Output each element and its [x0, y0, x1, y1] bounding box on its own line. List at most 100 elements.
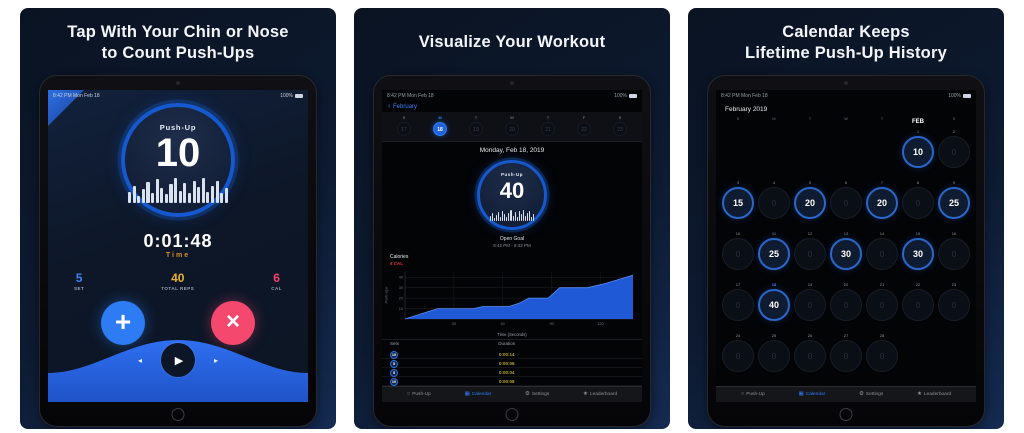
day-count-circle-23[interactable]: 0 [938, 289, 970, 321]
day-number: 16 [951, 231, 957, 236]
pushup-counter-circle[interactable]: Push-Up 10 [121, 103, 235, 217]
set-row[interactable]: 10 0:00:14 [382, 350, 642, 359]
set-reps-badge: 5 [390, 368, 398, 377]
day-number: 24 [735, 333, 741, 338]
day-count-circle-3[interactable]: 15 [722, 187, 754, 219]
tab-leaderboard[interactable]: ★ Leaderboard [583, 391, 617, 398]
day-count-circle-18[interactable]: 40 [758, 289, 790, 321]
back-link-february[interactable]: ‹ February [388, 103, 417, 110]
day-count-circle-5[interactable]: 20 [794, 187, 826, 219]
card-title: Visualize Your Workout [354, 20, 670, 66]
day-count-circle-1[interactable]: 10 [902, 136, 934, 168]
tab-push-up[interactable]: ○ Push-Up [740, 390, 765, 398]
equalizer-bar [520, 213, 522, 221]
day-number: 7 [880, 180, 884, 185]
week-day-22[interactable]: 22 [577, 122, 591, 136]
chevron-left-icon[interactable]: ◂ [138, 356, 143, 365]
week-day-23[interactable]: 23 [613, 122, 627, 136]
card-title: Tap With Your Chin or Nose to Count Push… [20, 20, 336, 66]
day-number: 25 [771, 333, 777, 338]
stat-value: 5 [75, 271, 83, 285]
day-number: 19 [807, 282, 813, 287]
set-row[interactable]: 5 0:00:06 [382, 359, 642, 368]
week-day-21[interactable]: 21 [541, 122, 555, 136]
day-count-circle-26[interactable]: 0 [794, 340, 826, 372]
stop-button[interactable]: × [211, 301, 255, 345]
ipad-device: 8:42 PM Mon Feb 18 100% ‹ February S M T W T… [373, 75, 651, 427]
equalizer-bar [502, 210, 504, 221]
equalizer-bar [155, 179, 159, 203]
equalizer-visualization [128, 178, 228, 203]
day-count-circle-8[interactable]: 0 [902, 187, 934, 219]
day-count: 20 [804, 198, 815, 208]
week-day-cell: 22 [566, 121, 602, 136]
pushup-circle-icon: ○ [740, 390, 745, 397]
set-reps-badge: 10 [390, 350, 398, 359]
calendar-cell: 22 0 [900, 281, 936, 332]
day-count-circle-16[interactable]: 0 [938, 238, 970, 270]
week-day-18[interactable]: 18 [433, 122, 447, 136]
week-day-19[interactable]: 19 [469, 122, 483, 136]
day-count-circle-2[interactable]: 0 [938, 136, 970, 168]
day-count-circle-9[interactable]: 25 [938, 187, 970, 219]
home-button[interactable] [505, 408, 519, 421]
calendar-cell: 3 15 [720, 179, 756, 230]
day-count-circle-11[interactable]: 25 [758, 238, 790, 270]
day-count: 10 [912, 147, 923, 157]
tab-calendar[interactable]: ▦ Calendar [799, 391, 826, 398]
day-count-circle-27[interactable]: 0 [830, 340, 862, 372]
equalizer-bar [498, 211, 500, 221]
week-day-17[interactable]: 17 [397, 122, 411, 136]
day-count-circle-17[interactable]: 0 [722, 289, 754, 321]
day-count: 0 [843, 351, 849, 361]
tab-settings[interactable]: ⚙ Settings [524, 390, 549, 398]
day-count: 40 [768, 300, 779, 310]
day-count-circle-25[interactable]: 0 [758, 340, 790, 372]
day-count: 20 [876, 198, 887, 208]
equalizer-bar [160, 188, 164, 203]
week-day-20[interactable]: 20 [505, 122, 519, 136]
day-count: 0 [771, 351, 777, 361]
tab-label: Push-Up [412, 392, 431, 397]
day-count-circle-4[interactable]: 0 [758, 187, 790, 219]
day-count-circle-21[interactable]: 0 [866, 289, 898, 321]
play-button[interactable]: ▶ [161, 343, 195, 377]
day-count-circle-14[interactable]: 0 [866, 238, 898, 270]
day-count-circle-10[interactable]: 0 [722, 238, 754, 270]
day-count-circle-7[interactable]: 20 [866, 187, 898, 219]
equalizer-bar [516, 216, 518, 221]
day-count-circle-15[interactable]: 30 [902, 238, 934, 270]
play-icon: ▶ [174, 354, 184, 367]
chevron-right-icon[interactable]: ▸ [213, 356, 218, 365]
day-count-circle-12[interactable]: 0 [794, 238, 826, 270]
week-day-cell: 21 [530, 121, 566, 136]
day-count-circle-20[interactable]: 0 [830, 289, 862, 321]
date-header: Monday, Feb 18, 2019 [479, 147, 545, 154]
pushup-counter-circle[interactable]: Push-Up 40 [477, 160, 547, 230]
day-count-circle-28[interactable]: 0 [866, 340, 898, 372]
tab-calendar[interactable]: ▦ Calendar [465, 391, 492, 398]
day-number: 10 [735, 231, 741, 236]
day-count-circle-22[interactable]: 0 [902, 289, 934, 321]
tab-settings[interactable]: ⚙ Settings [859, 391, 883, 398]
set-row[interactable]: 5 0:00:04 [382, 368, 642, 377]
tab-leaderboard[interactable]: ★ Leaderboard [917, 391, 951, 398]
day-count-circle-13[interactable]: 30 [830, 238, 862, 270]
home-button[interactable] [839, 408, 853, 421]
day-count-circle-19[interactable]: 0 [794, 289, 826, 321]
workout-detail-screen: 8:42 PM Mon Feb 18 100% ‹ February S M T W T… [382, 90, 642, 402]
set-row[interactable]: 10 0:00:08 [382, 377, 642, 386]
calendar-cell [900, 332, 936, 383]
day-count-circle-6[interactable]: 0 [830, 187, 862, 219]
tab-push-up[interactable]: ○ Push-Up [407, 391, 431, 398]
add-rep-button[interactable]: + [101, 301, 145, 345]
weekday-letter: W [510, 115, 514, 120]
day-count: 0 [735, 249, 741, 259]
weekday-letter: T [880, 117, 884, 121]
ipad-device: 8:42 PM Mon Feb 18 100% Push-Up 10 0:01:… [39, 75, 317, 427]
day-count-circle-24[interactable]: 0 [722, 340, 754, 372]
home-button[interactable] [171, 408, 185, 421]
gear-icon: ⚙ [524, 390, 530, 397]
day-number: 6 [844, 180, 848, 185]
